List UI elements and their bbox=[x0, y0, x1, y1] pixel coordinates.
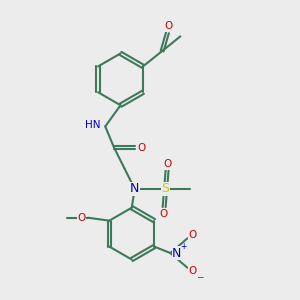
Text: S: S bbox=[162, 182, 170, 195]
Text: O: O bbox=[138, 142, 146, 153]
Text: O: O bbox=[77, 213, 86, 223]
Text: O: O bbox=[164, 159, 172, 169]
Text: O: O bbox=[159, 208, 168, 219]
Text: O: O bbox=[164, 21, 173, 31]
Text: +: + bbox=[180, 242, 187, 251]
Text: −: − bbox=[196, 273, 204, 282]
Text: N: N bbox=[172, 247, 182, 260]
Text: O: O bbox=[189, 230, 197, 240]
Text: N: N bbox=[130, 182, 140, 195]
Text: O: O bbox=[189, 266, 197, 276]
Text: HN: HN bbox=[85, 120, 100, 130]
